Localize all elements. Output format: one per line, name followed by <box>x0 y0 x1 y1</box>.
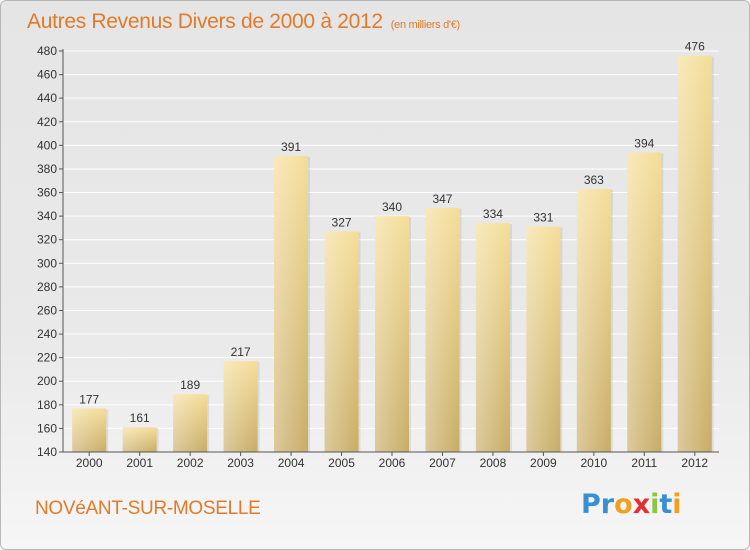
bar-highlight <box>122 427 157 452</box>
data-label: 394 <box>634 136 654 150</box>
data-label: 327 <box>332 215 352 229</box>
location-name: NOVéANT-SUR-MOSELLE <box>35 498 261 519</box>
logo-letter: x <box>632 489 651 520</box>
y-tick-label: 380 <box>37 162 57 176</box>
x-tick-label: 2000 <box>76 456 103 470</box>
y-tick-label: 300 <box>37 256 57 270</box>
data-label: 476 <box>685 40 705 54</box>
y-tick-label: 260 <box>37 303 57 317</box>
bar-highlight <box>223 361 258 452</box>
x-tick-label: 2012 <box>681 456 708 470</box>
y-axis: 140 160 180 200 220 240 260 280 300 320 340 360 380 4… <box>37 44 64 459</box>
data-label: 217 <box>231 345 251 359</box>
bar-highlight <box>425 207 460 452</box>
bar-highlight <box>173 394 208 452</box>
y-tick-label: 320 <box>37 233 57 247</box>
y-tick-label: 240 <box>37 327 57 341</box>
x-tick-label: 2011 <box>631 456 657 470</box>
y-tick-label: 140 <box>37 445 57 459</box>
data-label: 189 <box>180 378 200 392</box>
y-tick-label: 480 <box>37 44 57 58</box>
x-tick-label: 2009 <box>530 456 557 470</box>
x-tick-label: 2008 <box>480 456 507 470</box>
data-label: 334 <box>483 207 503 221</box>
y-tick-label: 180 <box>37 398 57 412</box>
bar-highlight <box>526 226 561 452</box>
x-tick-label: 2001 <box>126 456 153 470</box>
x-tick-label: 2003 <box>227 456 254 470</box>
y-tick-label: 160 <box>37 421 57 435</box>
bar-highlight <box>324 231 359 452</box>
proxiti-logo: Proxiti <box>581 489 682 520</box>
x-tick-label: 2006 <box>379 456 406 470</box>
chart-unit-label: (en milliers d'€) <box>390 19 460 31</box>
y-tick-label: 460 <box>37 68 57 82</box>
bar-highlight <box>627 152 662 452</box>
data-label: 161 <box>130 411 150 425</box>
data-label: 177 <box>79 392 99 406</box>
chart-title: Autres Revenus Divers de 2000 à 2012 (en … <box>27 10 460 34</box>
data-label: 363 <box>584 173 604 187</box>
data-label: 391 <box>281 140 301 154</box>
y-tick-label: 360 <box>37 186 57 200</box>
data-label: 331 <box>533 211 553 225</box>
bar-highlight <box>72 408 107 452</box>
logo-letter: t <box>659 489 673 520</box>
bar-highlight <box>274 155 309 452</box>
logo-letter: i <box>650 489 660 520</box>
chart-title-text: Autres Revenus Divers de 2000 à 2012 <box>27 10 383 33</box>
logo-letter: r <box>600 489 615 520</box>
x-tick-label: 2005 <box>328 456 355 470</box>
y-tick-label: 280 <box>37 280 57 294</box>
x-tick-label: 2010 <box>580 456 607 470</box>
x-tick-label: 2002 <box>177 456 204 470</box>
x-axis: 2000 2001 2002 2003 2004 2005 2006 2007 2008 2009… <box>63 451 719 470</box>
logo-letter: P <box>581 489 601 520</box>
logo-letter: i <box>672 489 682 520</box>
bar-highlight <box>677 55 712 452</box>
y-tick-label: 400 <box>37 138 57 152</box>
bars: 177 161 189 217 391 327 340 347 334 331 363 394 476 <box>72 40 714 452</box>
y-tick-label: 220 <box>37 351 57 365</box>
y-tick-label: 420 <box>37 115 57 129</box>
y-tick-label: 340 <box>37 209 57 223</box>
logo-letter: o <box>614 489 633 520</box>
y-tick-label: 200 <box>37 374 57 388</box>
x-tick-label: 2007 <box>429 456 456 470</box>
bar-highlight <box>576 188 611 452</box>
bar-highlight <box>375 216 409 452</box>
bar-highlight <box>475 223 510 452</box>
data-label: 347 <box>432 192 452 206</box>
y-tick-label: 440 <box>37 91 57 105</box>
x-tick-label: 2004 <box>278 456 305 470</box>
data-label: 340 <box>382 200 402 214</box>
